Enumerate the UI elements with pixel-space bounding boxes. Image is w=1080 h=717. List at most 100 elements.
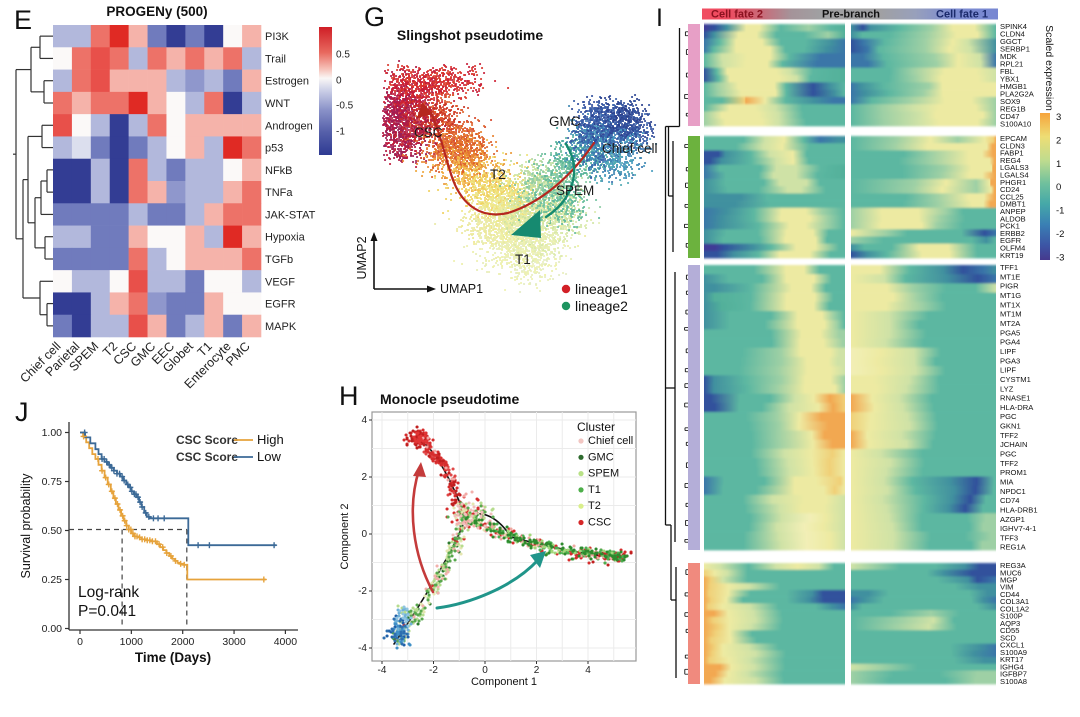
svg-text:Chief cell: Chief cell: [602, 141, 658, 156]
svg-text:TFF2: TFF2: [1000, 459, 1018, 468]
svg-text:REG4: REG4: [1000, 156, 1021, 165]
svg-text:J: J: [15, 397, 29, 427]
svg-text:0: 0: [77, 636, 83, 648]
svg-text:lineage2: lineage2: [575, 298, 628, 314]
svg-text:TFF3: TFF3: [1000, 533, 1018, 542]
svg-text:RNASE1: RNASE1: [1000, 394, 1030, 403]
svg-text:Scaled expression: Scaled expression: [1043, 25, 1055, 111]
svg-text:CLDN4: CLDN4: [1000, 30, 1025, 39]
svg-text:AQP3: AQP3: [1000, 619, 1020, 628]
svg-text:SPEM: SPEM: [556, 183, 594, 198]
svg-text:-2: -2: [358, 586, 367, 597]
svg-text:0: 0: [1056, 182, 1061, 193]
svg-text:Cell fate 2: Cell fate 2: [711, 9, 763, 21]
svg-text:0: 0: [482, 665, 488, 676]
svg-text:PGC: PGC: [1000, 450, 1017, 459]
svg-text:CSC Score: CSC Score: [176, 433, 238, 447]
svg-text:PI3K: PI3K: [265, 31, 290, 43]
svg-text:GGCT: GGCT: [1000, 37, 1022, 46]
svg-text:AZGP1: AZGP1: [1000, 515, 1025, 524]
svg-text:EGFR: EGFR: [1000, 236, 1022, 245]
svg-text:Component 1: Component 1: [471, 676, 537, 688]
svg-text:MT1E: MT1E: [1000, 272, 1020, 281]
svg-text:E: E: [14, 5, 32, 35]
svg-text:S100A8: S100A8: [1000, 677, 1027, 686]
svg-text:T1: T1: [515, 252, 531, 267]
svg-text:ALDOB: ALDOB: [1000, 214, 1026, 223]
svg-text:MDK: MDK: [1000, 52, 1017, 61]
svg-text:HLA-DRA: HLA-DRA: [1000, 403, 1034, 412]
svg-text:0: 0: [336, 76, 342, 87]
svg-text:0.75: 0.75: [42, 476, 63, 488]
svg-text:Cluster: Cluster: [577, 420, 615, 434]
svg-text:PCK1: PCK1: [1000, 222, 1020, 231]
svg-text:TFF1: TFF1: [1000, 263, 1018, 272]
svg-text:REG1B: REG1B: [1000, 105, 1026, 114]
svg-text:JAK-STAT: JAK-STAT: [265, 209, 316, 221]
svg-text:2: 2: [534, 665, 540, 676]
svg-text:lineage1: lineage1: [575, 281, 628, 297]
svg-text:MAPK: MAPK: [265, 321, 297, 333]
svg-text:ERBB2: ERBB2: [1000, 229, 1025, 238]
svg-text:Hypoxia: Hypoxia: [265, 232, 306, 244]
svg-text:NPDC1: NPDC1: [1000, 487, 1026, 496]
svg-text:RPL21: RPL21: [1000, 60, 1023, 69]
svg-text:JCHAIN: JCHAIN: [1000, 440, 1027, 449]
svg-text:MUC6: MUC6: [1000, 568, 1022, 577]
svg-text:HMGB1: HMGB1: [1000, 82, 1027, 91]
svg-text:Monocle pseudotime: Monocle pseudotime: [380, 391, 519, 407]
svg-text:VEGF: VEGF: [265, 276, 295, 288]
svg-text:4000: 4000: [274, 636, 298, 648]
svg-text:HLA-DRB1: HLA-DRB1: [1000, 505, 1038, 514]
svg-text:PLA2G2A: PLA2G2A: [1000, 90, 1035, 99]
svg-text:3000: 3000: [222, 636, 246, 648]
svg-text:CSC: CSC: [414, 125, 443, 140]
svg-text:H: H: [339, 381, 359, 411]
svg-text:LYZ: LYZ: [1000, 384, 1014, 393]
svg-text:1000: 1000: [120, 636, 144, 648]
svg-text:CSC Score: CSC Score: [176, 450, 238, 464]
svg-text:KRT19: KRT19: [1000, 251, 1024, 260]
svg-text:0.00: 0.00: [42, 623, 63, 635]
svg-text:IGHG4: IGHG4: [1000, 662, 1024, 671]
svg-text:FABP1: FABP1: [1000, 149, 1024, 158]
svg-text:-1: -1: [1056, 206, 1064, 217]
svg-text:GMC: GMC: [588, 451, 614, 463]
svg-text:MT1X: MT1X: [1000, 300, 1020, 309]
svg-text:Component 2: Component 2: [339, 503, 351, 569]
svg-text:p53: p53: [265, 143, 283, 155]
svg-text:CLDN3: CLDN3: [1000, 141, 1025, 150]
svg-text:COL3A1: COL3A1: [1000, 597, 1029, 606]
svg-text:0.5: 0.5: [336, 50, 350, 61]
svg-text:PGA3: PGA3: [1000, 356, 1020, 365]
svg-text:IGHV7-4-1: IGHV7-4-1: [1000, 524, 1036, 533]
svg-text:Time (Days): Time (Days): [135, 650, 211, 665]
svg-text:T2: T2: [490, 167, 506, 182]
svg-text:2000: 2000: [171, 636, 195, 648]
svg-text:P=0.041: P=0.041: [78, 603, 136, 620]
svg-text:-4: -4: [358, 643, 367, 654]
svg-text:PIGR: PIGR: [1000, 282, 1019, 291]
svg-text:WNT: WNT: [265, 98, 290, 110]
svg-text:CXCL1: CXCL1: [1000, 641, 1024, 650]
svg-text:Low: Low: [257, 449, 281, 464]
svg-text:DMBT1: DMBT1: [1000, 200, 1026, 209]
svg-text:EGFR: EGFR: [265, 299, 296, 311]
svg-text:Pre-branch: Pre-branch: [822, 9, 880, 21]
svg-text:PHGR1: PHGR1: [1000, 178, 1026, 187]
svg-text:MT2A: MT2A: [1000, 319, 1021, 328]
svg-text:Slingshot pseudotime: Slingshot pseudotime: [397, 27, 543, 43]
svg-text:Androgen: Androgen: [265, 120, 313, 132]
svg-text:TGFb: TGFb: [265, 254, 293, 266]
svg-text:REG1A: REG1A: [1000, 543, 1027, 552]
svg-text:PGA4: PGA4: [1000, 338, 1020, 347]
svg-text:Log-rank: Log-rank: [78, 584, 139, 601]
svg-text:PROM1: PROM1: [1000, 468, 1027, 477]
svg-text:GKN1: GKN1: [1000, 422, 1021, 431]
svg-text:IGFBP7: IGFBP7: [1000, 670, 1027, 679]
svg-text:EPCAM: EPCAM: [1000, 134, 1027, 143]
svg-text:I: I: [656, 4, 663, 32]
svg-text:SOX9: SOX9: [1000, 97, 1020, 106]
svg-text:CYSTM1: CYSTM1: [1000, 375, 1031, 384]
svg-text:PGA5: PGA5: [1000, 328, 1020, 337]
